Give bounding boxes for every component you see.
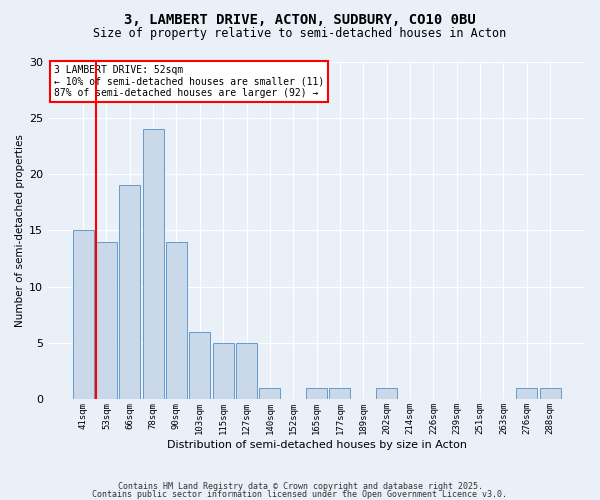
Text: 3, LAMBERT DRIVE, ACTON, SUDBURY, CO10 0BU: 3, LAMBERT DRIVE, ACTON, SUDBURY, CO10 0… <box>124 12 476 26</box>
Bar <box>73 230 94 400</box>
Bar <box>236 343 257 400</box>
Bar <box>190 332 211 400</box>
Text: Contains public sector information licensed under the Open Government Licence v3: Contains public sector information licen… <box>92 490 508 499</box>
Bar <box>119 186 140 400</box>
Text: 3 LAMBERT DRIVE: 52sqm
← 10% of semi-detached houses are smaller (11)
87% of sem: 3 LAMBERT DRIVE: 52sqm ← 10% of semi-det… <box>53 65 324 98</box>
Bar <box>166 242 187 400</box>
Y-axis label: Number of semi-detached properties: Number of semi-detached properties <box>15 134 25 327</box>
Bar <box>96 242 117 400</box>
Bar <box>516 388 537 400</box>
X-axis label: Distribution of semi-detached houses by size in Acton: Distribution of semi-detached houses by … <box>167 440 467 450</box>
Text: Contains HM Land Registry data © Crown copyright and database right 2025.: Contains HM Land Registry data © Crown c… <box>118 482 482 491</box>
Bar <box>376 388 397 400</box>
Bar <box>539 388 560 400</box>
Bar <box>306 388 327 400</box>
Bar <box>143 129 164 400</box>
Bar <box>329 388 350 400</box>
Text: Size of property relative to semi-detached houses in Acton: Size of property relative to semi-detach… <box>94 28 506 40</box>
Bar <box>259 388 280 400</box>
Bar <box>212 343 233 400</box>
